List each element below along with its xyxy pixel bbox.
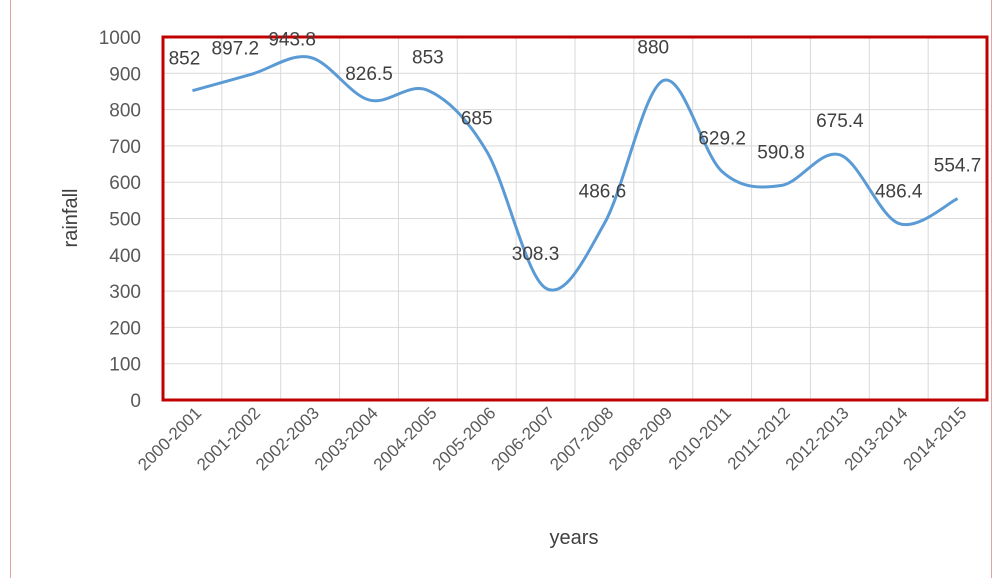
plot-area-border	[161, 35, 989, 402]
y-tick-label: 200	[109, 318, 141, 339]
data-label: 554.7	[934, 156, 982, 177]
y-axis-ticks: 0 100 200 300 400 500 600 700 800 900 1000	[99, 28, 141, 412]
series-line	[192, 55, 959, 292]
y-tick-label: 500	[109, 210, 141, 231]
data-label: 880	[637, 38, 669, 59]
gridlines	[162, 36, 988, 401]
y-axis-title: rainfall	[60, 189, 82, 248]
data-labels: 852 897.2 943.8 826.5 853 685 308.3 486.6 880 629…	[169, 29, 982, 265]
data-label: 897.2	[212, 38, 260, 59]
x-axis-ticks: 2000-20012001-20022002-20032003-20042004…	[134, 403, 970, 474]
y-tick-label: 0	[130, 391, 141, 412]
y-tick-label: 400	[109, 246, 141, 267]
data-label: 685	[461, 108, 493, 129]
y-tick-label: 100	[109, 355, 141, 376]
data-label: 675.4	[816, 111, 864, 132]
chart-frame: 0 100 200 300 400 500 600 700 800 900 1000 2000-20…	[10, 0, 992, 578]
y-tick-label: 300	[109, 282, 141, 303]
x-tick-label: 2010-2011	[665, 403, 735, 473]
x-tick-label: 2008-2009	[605, 403, 676, 474]
y-tick-label: 700	[109, 137, 141, 158]
data-label: 943.8	[268, 29, 316, 50]
data-label: 852	[169, 49, 201, 70]
data-label: 629.2	[698, 129, 746, 150]
y-tick-label: 900	[109, 64, 141, 85]
y-tick-label: 600	[109, 173, 141, 194]
x-tick-label: 2014-2015	[899, 403, 970, 474]
data-label: 590.8	[757, 143, 805, 164]
y-tick-label: 1000	[99, 28, 141, 49]
data-label: 486.6	[579, 181, 627, 202]
x-axis-title: years	[550, 527, 599, 549]
data-label: 308.3	[512, 244, 560, 265]
data-label: 826.5	[345, 64, 393, 85]
data-label: 853	[412, 47, 444, 68]
data-label: 486.4	[875, 181, 923, 202]
y-tick-label: 800	[109, 101, 141, 122]
chart: 0 100 200 300 400 500 600 700 800 900 1000 2000-20…	[60, 28, 989, 549]
